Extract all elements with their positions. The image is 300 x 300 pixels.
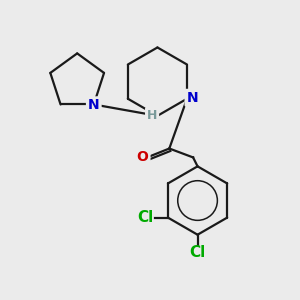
Text: N: N [88,98,100,112]
Text: N: N [187,91,198,105]
Text: Cl: Cl [189,245,206,260]
Text: H: H [147,109,157,122]
Text: O: O [136,150,148,164]
Text: Cl: Cl [137,209,154,224]
